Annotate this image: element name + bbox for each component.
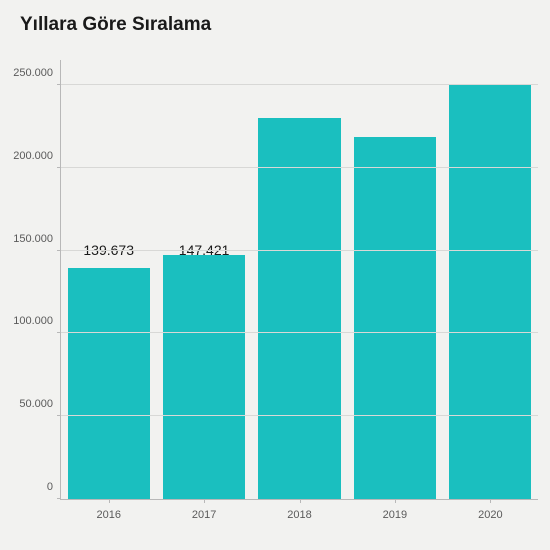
- chart-title: Yıllara Göre Sıralama: [20, 14, 211, 36]
- grid-line: [61, 167, 538, 168]
- xtick-label: 2017: [192, 499, 216, 521]
- bar-slot: 250.6612020: [443, 60, 538, 499]
- xtick-label: 2020: [478, 499, 502, 521]
- bars-container: 139.6732016147.4212017229.7662018218.458…: [61, 60, 538, 499]
- plot-area: 139.6732016147.4212017229.7662018218.458…: [60, 60, 538, 500]
- ytick-label: 0: [47, 481, 61, 493]
- ytick-mark: [57, 498, 61, 499]
- ytick-label: 100.000: [13, 315, 61, 327]
- ytick-mark: [57, 167, 61, 168]
- bar: [449, 84, 531, 499]
- grid-line: [61, 332, 538, 333]
- bar: [354, 137, 436, 499]
- ytick-label: 250.000: [13, 67, 61, 79]
- xtick-label: 2016: [96, 499, 120, 521]
- xtick-label: 2019: [383, 499, 407, 521]
- ytick-label: 200.000: [13, 150, 61, 162]
- bar-slot: 147.4212017: [156, 60, 251, 499]
- bar-slot: 139.6732016: [61, 60, 156, 499]
- ytick-mark: [57, 415, 61, 416]
- grid-line: [61, 415, 538, 416]
- ytick-mark: [57, 84, 61, 85]
- ytick-label: 150.000: [13, 233, 61, 245]
- grid-line: [61, 250, 538, 251]
- grid-line: [61, 84, 538, 85]
- bar-slot: 229.7662018: [252, 60, 347, 499]
- chart-area: 139.6732016147.4212017229.7662018218.458…: [60, 60, 538, 500]
- bar: [258, 118, 340, 499]
- xtick-label: 2018: [287, 499, 311, 521]
- bar: [68, 268, 150, 499]
- ytick-mark: [57, 250, 61, 251]
- bar: [163, 255, 245, 499]
- ytick-label: 50.000: [19, 398, 61, 410]
- ytick-mark: [57, 332, 61, 333]
- bar-slot: 218.4582019: [347, 60, 442, 499]
